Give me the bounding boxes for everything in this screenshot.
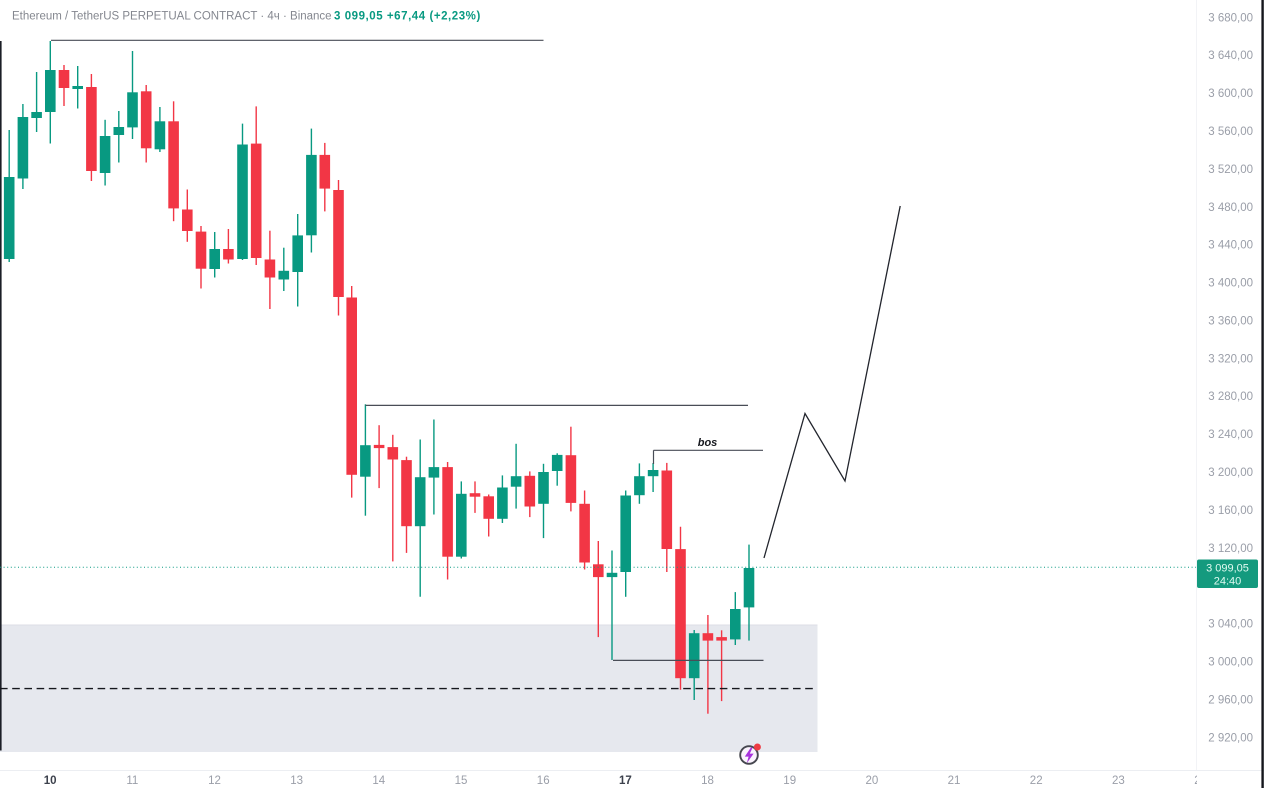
svg-text:3 400,00: 3 400,00 — [1208, 278, 1253, 290]
svg-text:13: 13 — [290, 775, 303, 787]
svg-text:3 680,00: 3 680,00 — [1208, 12, 1253, 24]
svg-text:3 440,00: 3 440,00 — [1208, 240, 1253, 252]
svg-text:3 099,05: 3 099,05 — [1206, 563, 1249, 575]
svg-text:Ethereum / TetherUS PERPETUAL: Ethereum / TetherUS PERPETUAL CONTRACT ·… — [12, 11, 332, 23]
svg-text:3 120,00: 3 120,00 — [1208, 543, 1253, 555]
svg-text:17: 17 — [619, 775, 632, 787]
svg-text:3 200,00: 3 200,00 — [1208, 467, 1253, 479]
svg-text:24:40: 24:40 — [1214, 576, 1242, 588]
svg-text:14: 14 — [372, 775, 385, 787]
svg-text:3 600,00: 3 600,00 — [1208, 88, 1253, 100]
svg-text:19: 19 — [783, 775, 796, 787]
svg-text:11: 11 — [126, 775, 138, 787]
svg-text:3 640,00: 3 640,00 — [1208, 50, 1253, 62]
svg-text:23: 23 — [1112, 775, 1125, 787]
svg-text:12: 12 — [208, 775, 221, 787]
svg-text:24: 24 — [1194, 775, 1207, 787]
svg-text:3 040,00: 3 040,00 — [1208, 619, 1253, 631]
svg-text:21: 21 — [948, 775, 961, 787]
svg-text:3 240,00: 3 240,00 — [1208, 429, 1253, 441]
svg-text:bos: bos — [698, 437, 718, 449]
svg-text:3 360,00: 3 360,00 — [1208, 316, 1253, 328]
svg-text:3 160,00: 3 160,00 — [1208, 505, 1253, 517]
svg-text:10: 10 — [44, 775, 57, 787]
svg-text:3 320,00: 3 320,00 — [1208, 353, 1253, 365]
svg-text:16: 16 — [537, 775, 550, 787]
svg-text:2 960,00: 2 960,00 — [1208, 694, 1253, 706]
svg-text:22: 22 — [1030, 775, 1043, 787]
svg-text:15: 15 — [455, 775, 468, 787]
svg-text:3 520,00: 3 520,00 — [1208, 164, 1253, 176]
svg-text:2 920,00: 2 920,00 — [1208, 732, 1253, 744]
svg-text:3 099,05 +67,44 (+2,23%): 3 099,05 +67,44 (+2,23%) — [334, 11, 481, 23]
svg-text:18: 18 — [701, 775, 714, 787]
svg-text:3 560,00: 3 560,00 — [1208, 126, 1253, 138]
svg-text:3 480,00: 3 480,00 — [1208, 202, 1253, 214]
svg-text:20: 20 — [866, 775, 879, 787]
svg-text:3 000,00: 3 000,00 — [1208, 657, 1253, 669]
svg-text:3 280,00: 3 280,00 — [1208, 391, 1253, 403]
